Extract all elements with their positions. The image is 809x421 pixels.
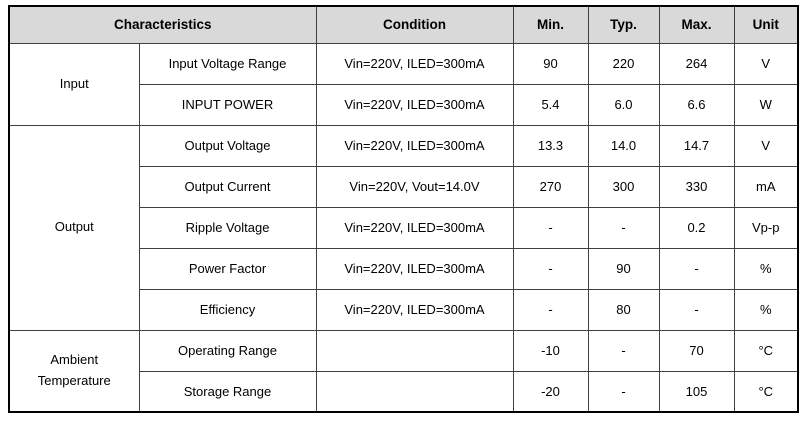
table-row: Output Output Voltage Vin=220V, ILED=300… [8,124,799,331]
cell-typ: 14.0 [587,124,660,167]
table-row: Power Factor Vin=220V, ILED=300mA - 90 -… [9,247,799,290]
cell-typ: 220 [587,42,660,85]
cell-condition [315,329,514,372]
cell-unit: °C [733,370,799,413]
cell-group-input: Input [8,42,140,126]
table-row: Ambient Temperature Operating Range -10 … [8,329,799,413]
cell-characteristic: Output Current [138,165,317,208]
cell-max: - [658,288,735,331]
cell-min: - [512,247,589,290]
cell-unit: % [733,247,799,290]
cell-min: - [512,206,589,249]
table-row: Efficiency Vin=220V, ILED=300mA - 80 - % [9,288,799,331]
cell-condition: Vin=220V, ILED=300mA [315,247,514,290]
cell-condition [315,370,514,413]
header-characteristics: Characteristics [8,5,317,44]
cell-typ: 80 [587,288,660,331]
cell-condition: Vin=220V, ILED=300mA [315,124,514,167]
cell-group-output: Output [8,124,140,331]
cell-characteristic: Efficiency [138,288,317,331]
cell-condition: Vin=220V, ILED=300mA [315,42,514,85]
cell-max: 14.7 [658,124,735,167]
cell-min: 270 [512,165,589,208]
cell-unit: V [733,42,799,85]
cell-typ: - [587,329,660,372]
cell-typ: 90 [587,247,660,290]
cell-unit: V [733,124,799,167]
cell-characteristic: Output Voltage [138,124,317,167]
cell-max: 330 [658,165,735,208]
cell-condition: Vin=220V, ILED=300mA [315,83,514,126]
cell-typ: - [587,206,660,249]
cell-group-ambient-temperature: Ambient Temperature [8,329,140,413]
cell-characteristic: Operating Range [138,329,317,372]
cell-unit: mA [733,165,799,208]
table-row: Input Input Voltage Range Vin=220V, ILED… [8,42,799,126]
cell-max: 264 [658,42,735,85]
cell-max: 6.6 [658,83,735,126]
cell-condition: Vin=220V, ILED=300mA [315,206,514,249]
cell-characteristic: Input Voltage Range [138,42,317,85]
header-unit: Unit [733,5,799,44]
table-row: Ripple Voltage Vin=220V, ILED=300mA - - … [9,206,799,249]
cell-typ: 300 [587,165,660,208]
cell-characteristic: Ripple Voltage [138,206,317,249]
cell-min: -20 [512,370,589,413]
cell-min: -10 [512,329,589,372]
table-row: INPUT POWER Vin=220V, ILED=300mA 5.4 6.0… [9,83,799,126]
cell-condition: Vin=220V, ILED=300mA [315,288,514,331]
cell-characteristic: Storage Range [138,370,317,413]
cell-min: 13.3 [512,124,589,167]
cell-max: - [658,247,735,290]
cell-unit: % [733,288,799,331]
cell-characteristic: Power Factor [138,247,317,290]
table-row: Output Current Vin=220V, Vout=14.0V 270 … [9,165,799,208]
header-row: Characteristics Condition Min. Typ. Max.… [8,5,799,44]
cell-unit: °C [733,329,799,372]
cell-max: 0.2 [658,206,735,249]
cell-typ: - [587,370,660,413]
cell-min: 90 [512,42,589,85]
specifications-table: Characteristics Condition Min. Typ. Max.… [8,5,799,413]
cell-characteristic: INPUT POWER [138,83,317,126]
cell-condition: Vin=220V, Vout=14.0V [315,165,514,208]
table-row: Storage Range -20 - 105 °C [9,370,799,413]
header-condition: Condition [315,5,514,44]
cell-max: 70 [658,329,735,372]
header-max: Max. [658,5,735,44]
cell-min: 5.4 [512,83,589,126]
header-typ: Typ. [587,5,660,44]
cell-typ: 6.0 [587,83,660,126]
cell-unit: W [733,83,799,126]
cell-min: - [512,288,589,331]
cell-max: 105 [658,370,735,413]
header-min: Min. [512,5,589,44]
cell-unit: Vp-p [733,206,799,249]
